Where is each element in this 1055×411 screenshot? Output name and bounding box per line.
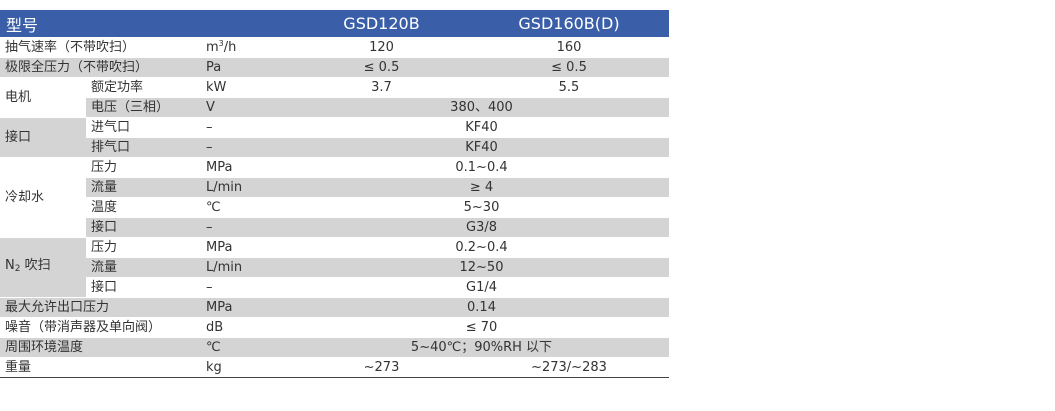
table-row: 接口 – G1/4 — [0, 277, 669, 298]
param-unit: L/min — [201, 177, 294, 198]
value-shared: 0.2~0.4 — [294, 237, 669, 258]
value-shared: 380、400 — [294, 97, 669, 118]
table-row: 电机 额定功率 kW 3.7 5.5 — [0, 77, 669, 118]
model-label: 型号 — [0, 10, 294, 38]
value-shared: 0.14 — [294, 297, 669, 318]
table-row: 排气口 – KF40 — [0, 137, 669, 158]
table-row: 接口 进气口 – KF40 — [0, 117, 669, 158]
table-row: 极限全压力（不带吹扫） Pa ≤ 0.5 ≤ 0.5 — [0, 57, 669, 78]
param-unit: L/min — [201, 257, 294, 278]
value-gsd160bd: 5.5 — [469, 77, 669, 98]
param-name: 重量 — [0, 357, 201, 378]
table-row: 周围环境温度 ℃ 5~40℃；90%RH 以下 — [0, 337, 669, 358]
value-shared: 5~30 — [294, 197, 669, 218]
value-shared: ≥ 4 — [294, 177, 669, 198]
value-shared: 0.1~0.4 — [294, 157, 669, 178]
param-unit: – — [201, 217, 294, 238]
param-unit: – — [201, 137, 294, 158]
param-name: 进气口 — [86, 117, 201, 138]
table-row: 温度 ℃ 5~30 — [0, 197, 669, 218]
model-gsd120b: GSD120B — [294, 10, 469, 38]
param-name: 电压（三相） — [86, 97, 201, 118]
param-name: 压力 — [86, 157, 201, 178]
param-name: 接口 — [86, 277, 201, 298]
value-shared: KF40 — [294, 117, 669, 138]
param-name: 额定功率 — [86, 77, 201, 98]
value-gsd160bd: ~273/~283 — [469, 357, 669, 378]
param-unit: V — [201, 97, 294, 118]
group-label-cooling: 冷却水 — [0, 157, 86, 238]
table-row: 最大允许出口压力 MPa 0.14 — [0, 297, 669, 318]
value-shared: KF40 — [294, 137, 669, 158]
param-name: 流量 — [86, 177, 201, 198]
group-label-motor: 电机 — [0, 77, 86, 118]
spec-table: 型号 GSD120B GSD160B(D) 抽气速率（不带吹扫） m3/h 12… — [0, 10, 669, 378]
param-name: 排气口 — [86, 137, 201, 158]
param-name: 温度 — [86, 197, 201, 218]
table-row: 冷却水 压力 MPa 0.1~0.4 — [0, 157, 669, 238]
group-label-port: 接口 — [0, 117, 86, 158]
param-unit: kg — [201, 357, 294, 378]
param-unit: ℃ — [201, 197, 294, 218]
param-name: 周围环境温度 — [0, 337, 201, 358]
param-name: 抽气速率（不带吹扫） — [0, 37, 201, 58]
param-unit: – — [201, 277, 294, 298]
param-name: 噪音（带消声器及单向阀） — [0, 317, 201, 338]
value-shared: G1/4 — [294, 277, 669, 298]
value-gsd120b: 120 — [294, 37, 469, 58]
param-unit: Pa — [201, 57, 294, 78]
table-row: 噪音（带消声器及单向阀） dB ≤ 70 — [0, 317, 669, 338]
table-row: 接口 – G3/8 — [0, 217, 669, 238]
group-label-n2-purge: N2 吹扫 — [0, 237, 86, 298]
param-name: 流量 — [86, 257, 201, 278]
param-unit: – — [201, 117, 294, 138]
param-name: 接口 — [86, 217, 201, 238]
value-shared: 5~40℃；90%RH 以下 — [294, 337, 669, 358]
param-name: 极限全压力（不带吹扫） — [0, 57, 201, 78]
param-unit: MPa — [201, 157, 294, 178]
table-row: 流量 L/min ≥ 4 — [0, 177, 669, 198]
table-row: N2 吹扫 压力 MPa 0.2~0.4 — [0, 237, 669, 298]
table-row: 重量 kg ~273 ~273/~283 — [0, 357, 669, 378]
table-row: 电压（三相） V 380、400 — [0, 97, 669, 118]
value-gsd160bd: 160 — [469, 37, 669, 58]
value-shared: G3/8 — [294, 217, 669, 238]
value-gsd120b: 3.7 — [294, 77, 469, 98]
param-unit: dB — [201, 317, 294, 338]
value-shared: 12~50 — [294, 257, 669, 278]
table-row: 抽气速率（不带吹扫） m3/h 120 160 — [0, 37, 669, 58]
param-name: 最大允许出口压力 — [0, 297, 201, 318]
param-unit: ℃ — [201, 337, 294, 358]
value-shared: ≤ 70 — [294, 317, 669, 338]
param-unit: m3/h — [201, 37, 294, 58]
model-gsd160bd: GSD160B(D) — [469, 10, 669, 38]
param-unit: kW — [201, 77, 294, 98]
table-row: 流量 L/min 12~50 — [0, 257, 669, 278]
param-unit: MPa — [201, 237, 294, 258]
param-unit: MPa — [201, 297, 294, 318]
param-name: 压力 — [86, 237, 201, 258]
value-gsd120b: ≤ 0.5 — [294, 57, 469, 78]
value-gsd120b: ~273 — [294, 357, 469, 378]
value-gsd160bd: ≤ 0.5 — [469, 57, 669, 78]
header-row: 型号 GSD120B GSD160B(D) — [0, 10, 669, 38]
